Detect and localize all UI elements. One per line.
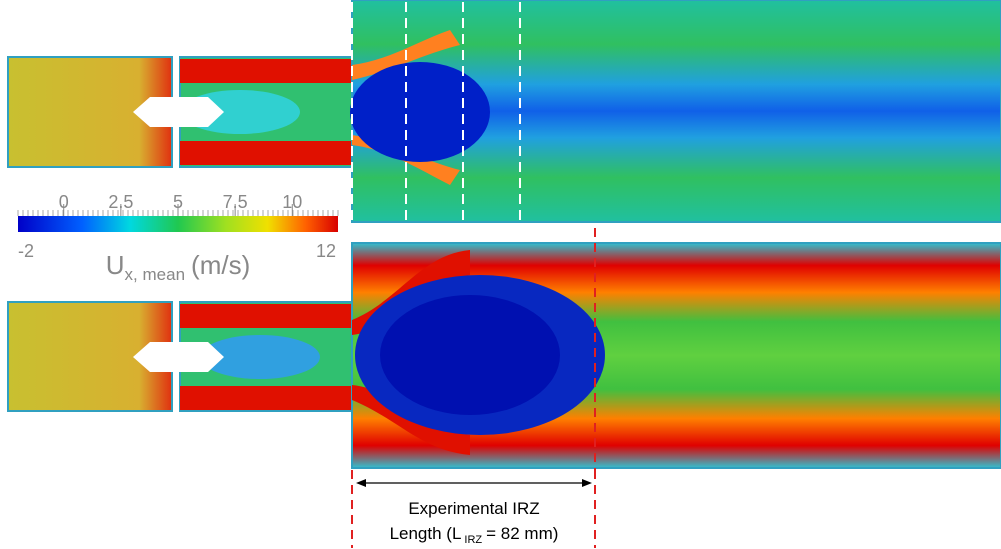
annotation-sub: IRZ	[464, 534, 482, 546]
tick-label: 2.5	[108, 192, 133, 212]
annotation-line1: Experimental IRZ	[408, 499, 539, 518]
colorbar	[18, 216, 338, 232]
tick-label: 5	[173, 192, 183, 212]
label-unit: (m/s)	[191, 250, 250, 280]
annotation-prefix: Length (L	[390, 524, 462, 543]
tick-label: 10	[282, 192, 302, 212]
label-main: U	[106, 250, 125, 280]
colorbar-label: Ux, mean (m/s)	[106, 250, 250, 284]
annotation-suffix: = 82 mm)	[486, 524, 558, 543]
figure: 0 2.5 5 7.5 10 -2 12 Ux, mean (m/s) Experimen…	[0, 0, 1001, 549]
tick-label: 7.5	[223, 192, 248, 212]
colorbar-min: -2	[18, 241, 34, 261]
label-sub: x, mean	[125, 265, 185, 284]
top-field	[8, 0, 1001, 222]
colorbar-ticks: 0 2.5 5 7.5 10	[18, 192, 338, 216]
tick-label: 0	[59, 192, 69, 212]
irz-arrow	[356, 479, 592, 487]
colorbar-max: 12	[316, 241, 336, 261]
